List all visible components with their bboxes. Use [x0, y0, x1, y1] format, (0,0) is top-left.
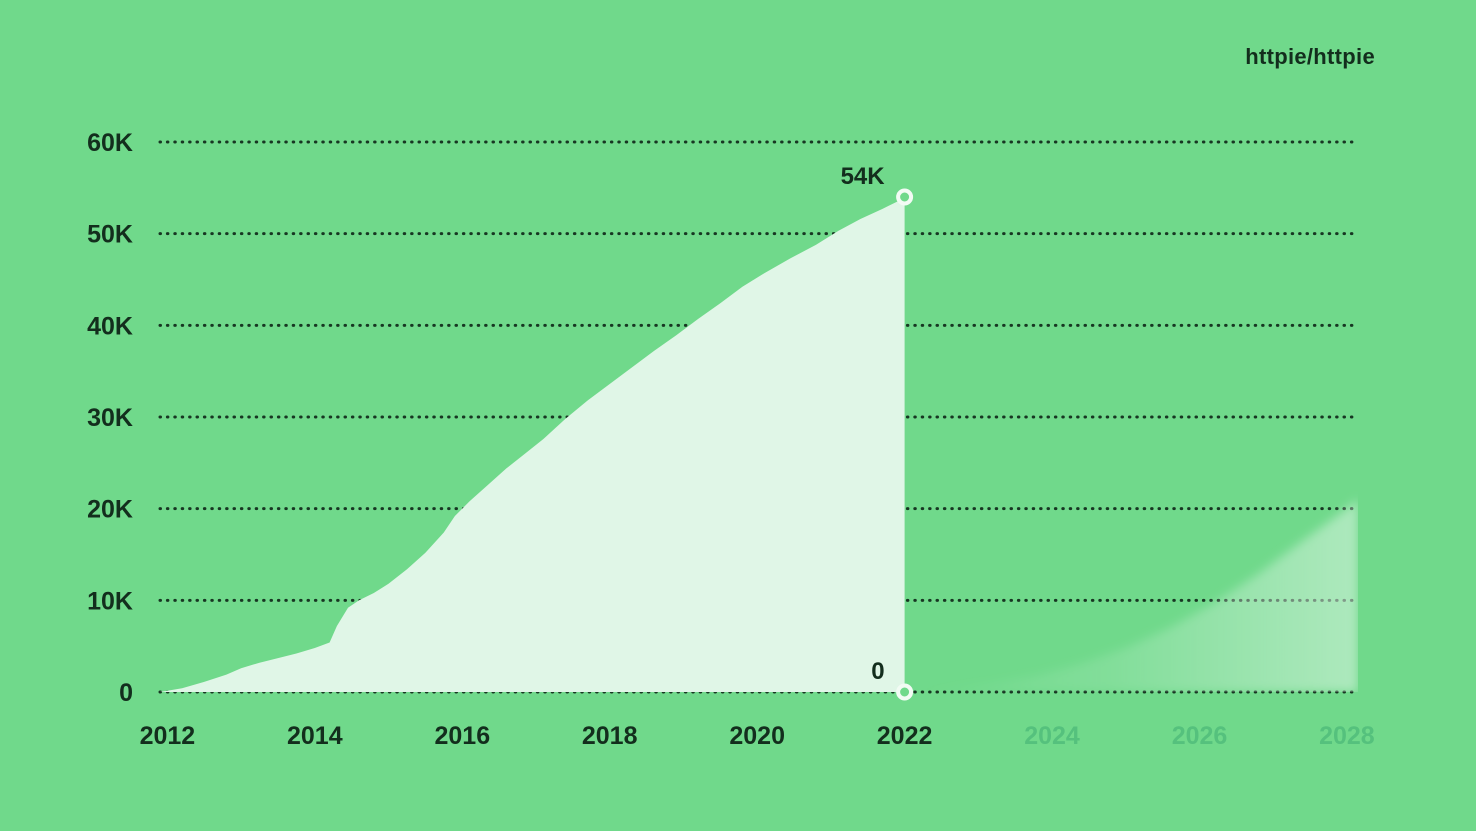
zero-marker	[896, 683, 914, 701]
x-tick-2014: 2014	[287, 722, 343, 750]
x-tick-2016: 2016	[434, 722, 490, 750]
x-tick-2018: 2018	[582, 722, 638, 750]
projection-area	[904, 499, 1358, 692]
x-tick-2012: 2012	[140, 722, 196, 750]
y-tick-10K: 10K	[87, 587, 133, 615]
y-tick-50K: 50K	[87, 221, 133, 249]
y-tick-60K: 60K	[87, 129, 133, 157]
x-tick-2022: 2022	[877, 722, 933, 750]
annotation-0: 0	[871, 658, 884, 685]
x-tick-2024: 2024	[1024, 722, 1080, 750]
annotation-54K: 54K	[841, 163, 886, 190]
x-tick-2026: 2026	[1172, 722, 1228, 750]
peak-marker	[896, 188, 914, 206]
y-tick-40K: 40K	[87, 312, 133, 340]
y-tick-20K: 20K	[87, 496, 133, 524]
y-tick-30K: 30K	[87, 404, 133, 432]
x-tick-2028: 2028	[1319, 722, 1375, 750]
x-tick-2020: 2020	[729, 722, 785, 750]
stars-area	[160, 197, 905, 692]
repo-title: httpie/httpie	[1245, 44, 1375, 69]
y-tick-0: 0	[119, 679, 133, 707]
